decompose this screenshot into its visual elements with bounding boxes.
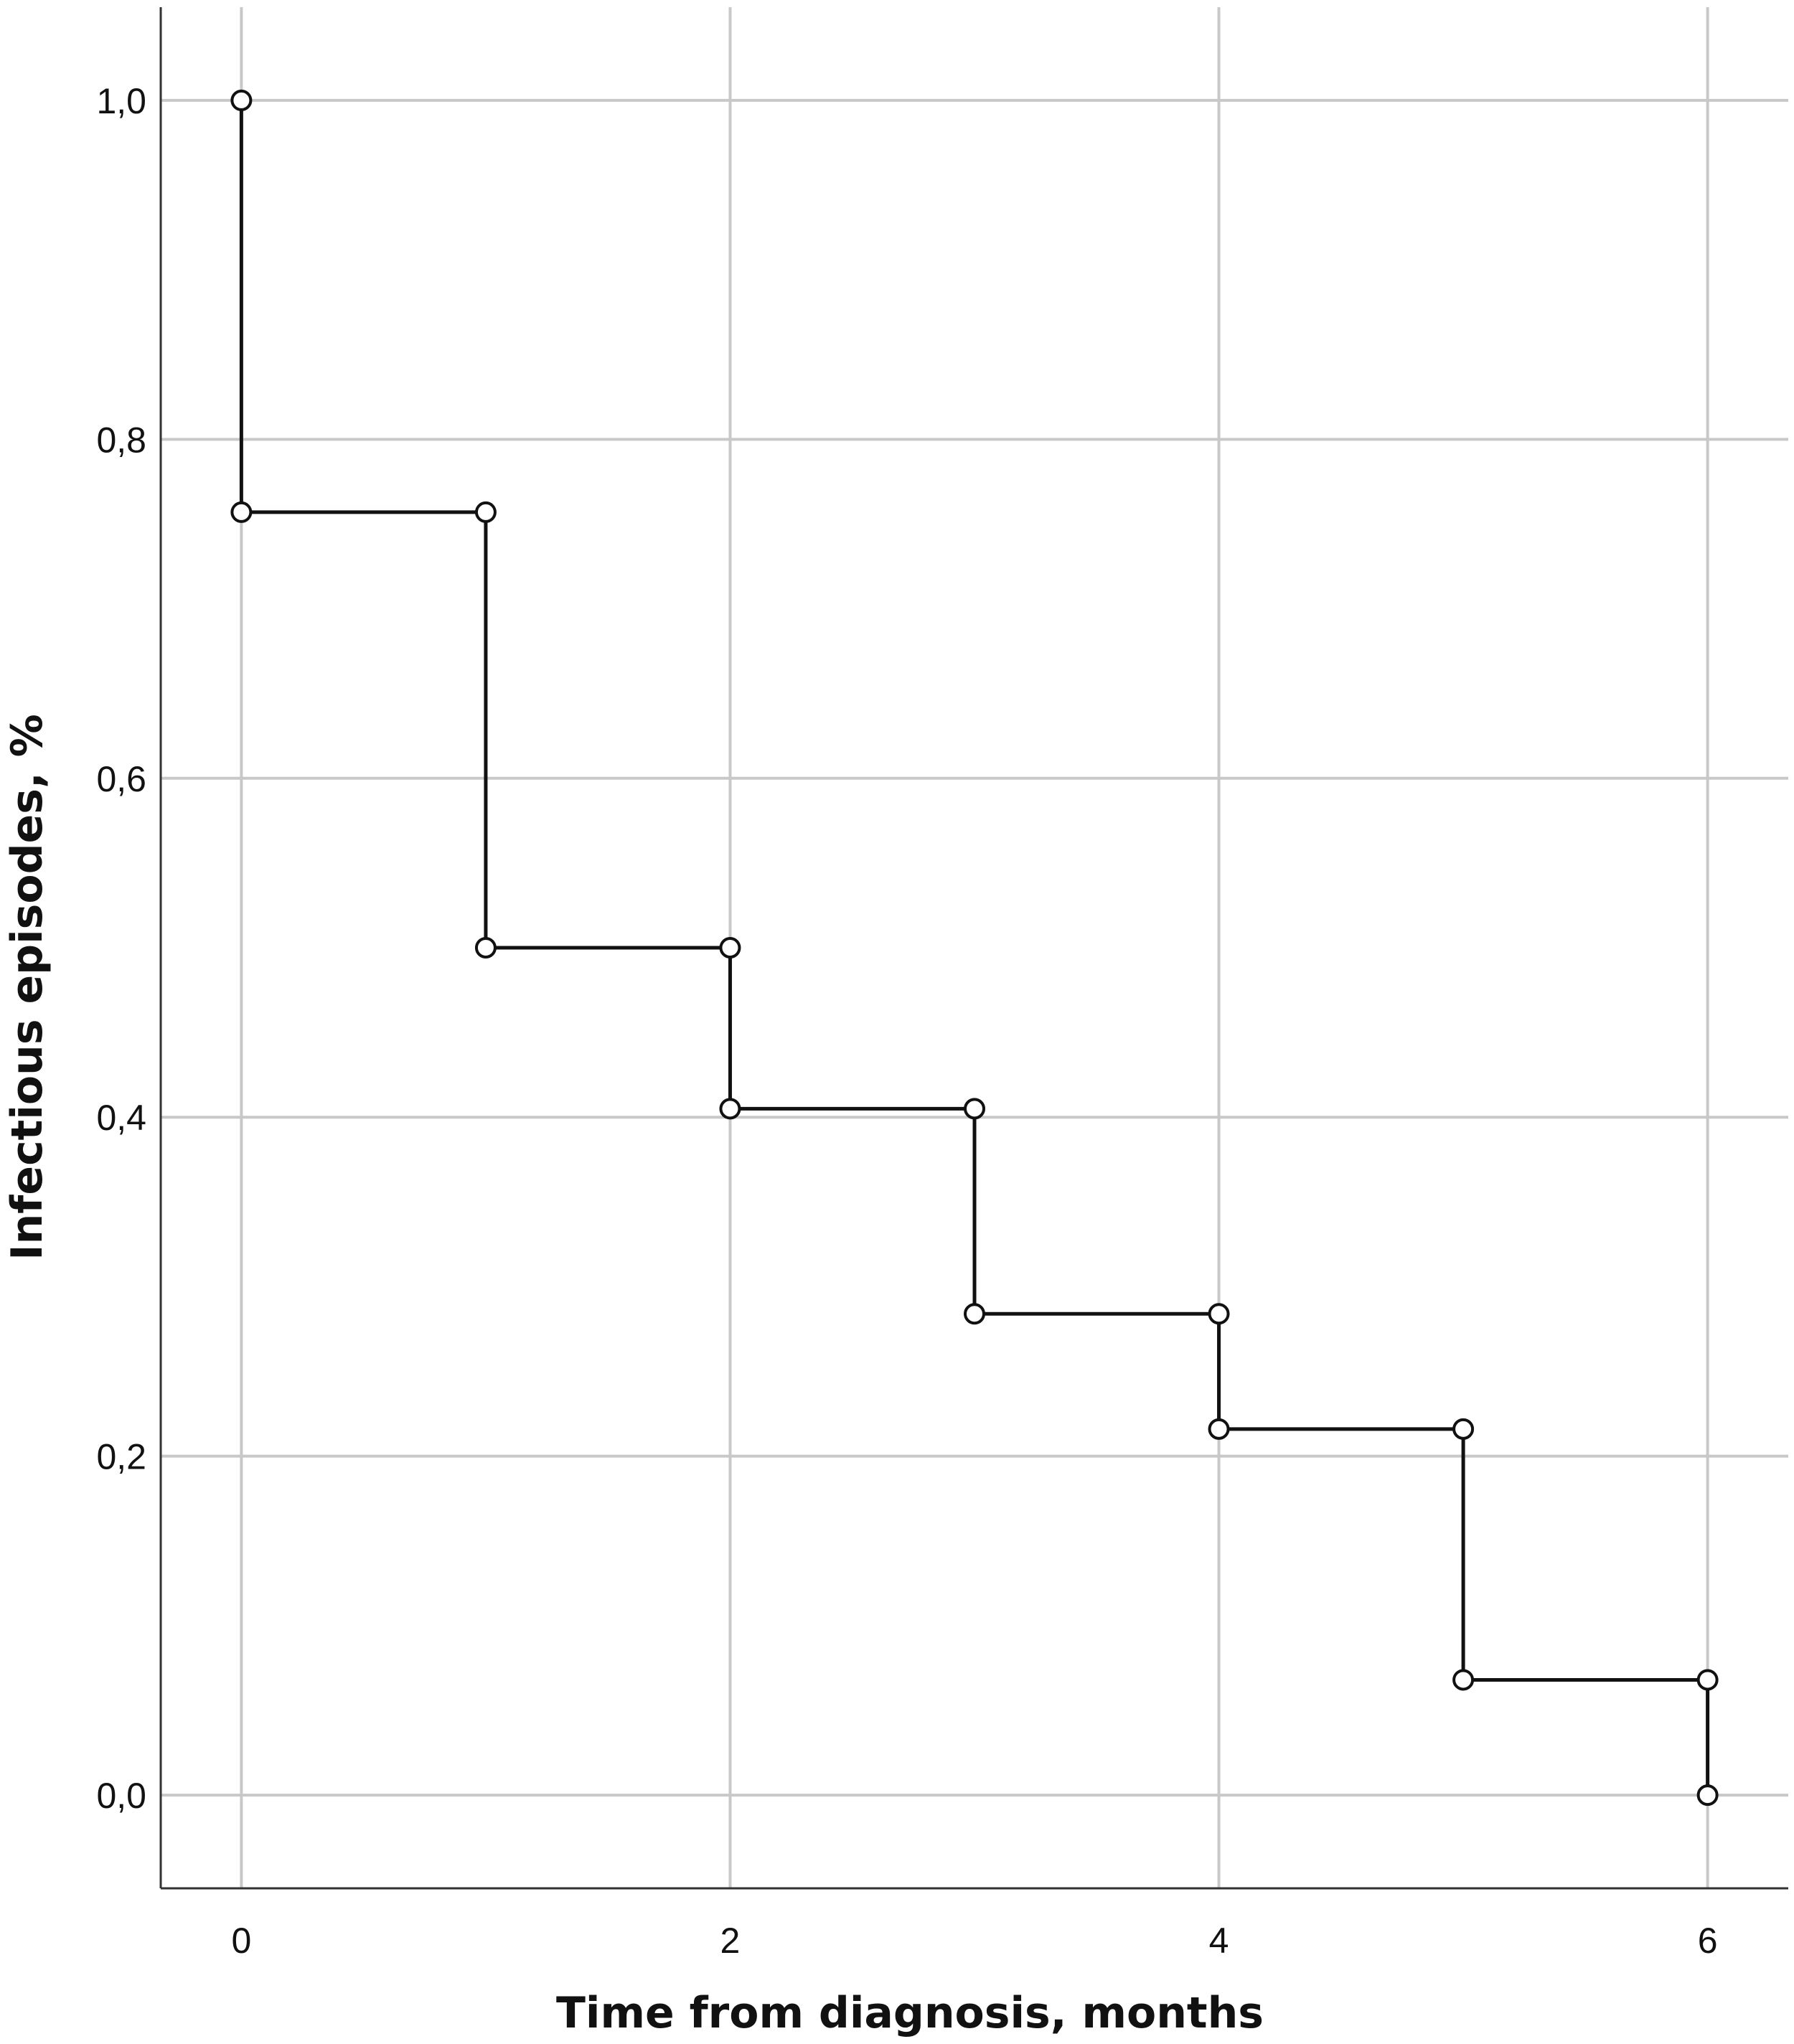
axes: [159, 7, 1788, 1890]
x-axis-title: Time from diagnosis, months: [556, 1988, 1264, 2038]
x-tick-label-2: 4: [1209, 1921, 1229, 1961]
data-point-6: [964, 1098, 985, 1120]
x-tick-label-1: 2: [720, 1921, 741, 1961]
data-point-1: [230, 501, 253, 523]
data-point-4: [719, 937, 741, 959]
series-line-0: [239, 100, 1710, 1796]
data-point-3: [474, 937, 497, 959]
y-tick-label-5: 1,0: [96, 81, 146, 121]
data-point-12: [1696, 1669, 1719, 1691]
data-point-7: [964, 1303, 985, 1325]
y-axis-title: Infectious episodes, %: [2, 714, 52, 1260]
y-tick-label-1: 0,2: [96, 1437, 146, 1477]
x-tick-label-3: 6: [1698, 1921, 1718, 1961]
data-point-5: [719, 1098, 741, 1120]
data-point-13: [1696, 1784, 1719, 1807]
x-tick-label-0: 0: [231, 1921, 251, 1961]
data-point-2: [474, 501, 497, 523]
y-tick-label-3: 0,6: [96, 759, 146, 799]
series: [230, 89, 1719, 1807]
tick-labels: 0,0 0,2 0,4 0,6 0,8 1,0 0 2 4 6: [96, 81, 1717, 1961]
data-point-0: [230, 89, 253, 111]
y-tick-label-0: 0,0: [96, 1776, 146, 1816]
y-tick-label-4: 0,8: [96, 420, 146, 460]
grid: [161, 7, 1788, 1888]
y-tick-label-2: 0,4: [96, 1098, 146, 1138]
data-point-11: [1452, 1669, 1475, 1691]
data-point-8: [1208, 1303, 1230, 1325]
data-point-9: [1208, 1418, 1230, 1440]
data-point-10: [1452, 1418, 1475, 1440]
